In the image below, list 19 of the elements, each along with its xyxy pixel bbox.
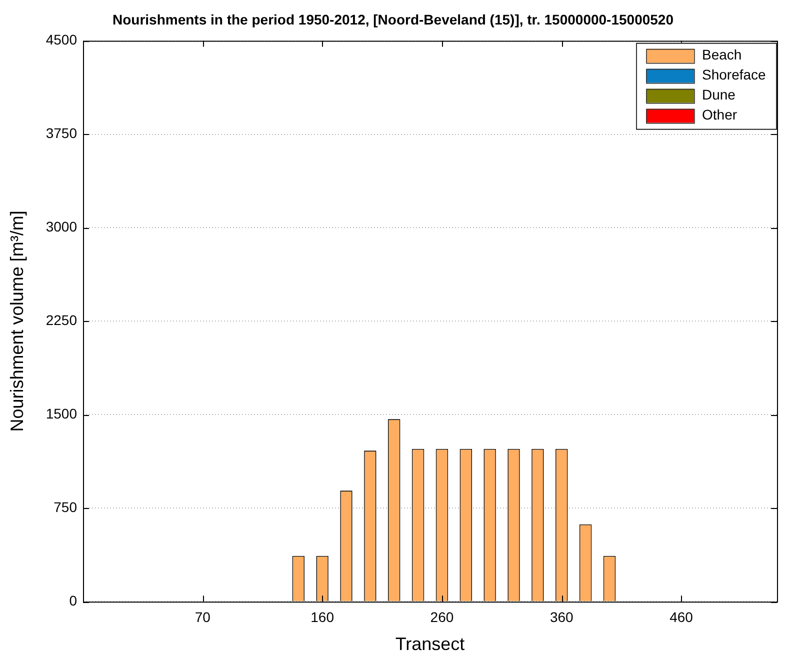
x-tick-label: 460 xyxy=(670,608,694,625)
legend-label: Other xyxy=(702,106,738,123)
x-tick-label: 70 xyxy=(194,608,211,625)
y-tick-label: 2250 xyxy=(46,312,78,328)
y-axis-title: Nourishment volume [m³/m] xyxy=(6,210,27,432)
y-tick-label: 3000 xyxy=(46,218,78,235)
y-tick-label: 3750 xyxy=(46,125,78,142)
legend-label: Beach xyxy=(702,46,742,63)
x-tick-label: 160 xyxy=(310,608,334,625)
legend-label: Shoreface xyxy=(702,66,766,83)
y-tick-label: 1500 xyxy=(46,406,78,422)
x-tick-label: 260 xyxy=(430,608,454,625)
legend-label: Dune xyxy=(702,86,736,103)
y-tick-label: 0 xyxy=(69,592,78,608)
x-axis-title: Transect xyxy=(395,634,465,654)
y-tick-label: 750 xyxy=(54,498,78,515)
y-tick-label: 4500 xyxy=(46,32,78,48)
x-tick-label: 360 xyxy=(550,608,574,625)
chart-title: Nourishments in the period 1950-2012, [Noord-Beveland (15)], tr. 15000000-15000520 xyxy=(112,11,674,28)
